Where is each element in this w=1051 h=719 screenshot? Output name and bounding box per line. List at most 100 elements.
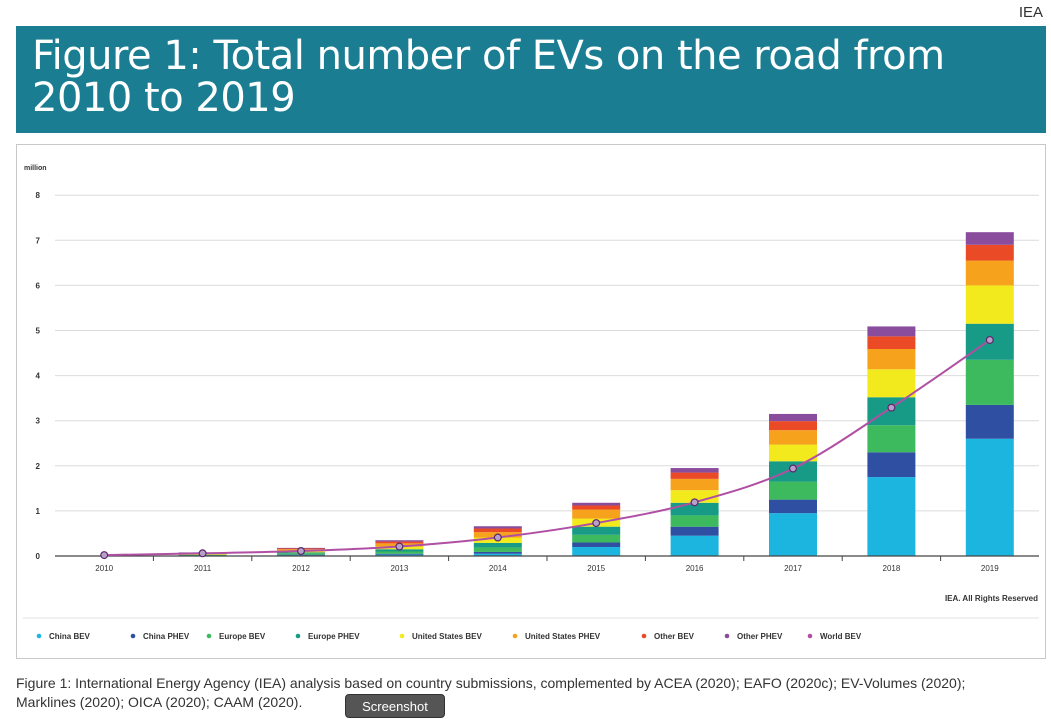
- title-banner: Figure 1: Total number of EVs on the roa…: [16, 26, 1046, 133]
- bar-segment: [867, 348, 916, 370]
- bar-segment: [867, 477, 916, 556]
- bar-segment: [375, 541, 424, 544]
- legend-item-label: World BEV: [820, 632, 862, 641]
- y-tick-label: 0: [36, 552, 41, 561]
- bar-segment: [670, 526, 719, 536]
- bar-segment: [769, 444, 817, 462]
- legend-swatch: [130, 633, 136, 639]
- bar-segment: [572, 502, 621, 506]
- world-bev-point: [395, 542, 404, 551]
- y-tick-label: 6: [36, 281, 41, 290]
- bar-segment: [375, 554, 424, 556]
- figure-title: Figure 1: Total number of EVs on the roa…: [32, 33, 945, 121]
- legend-swatch: [641, 633, 647, 639]
- legend-swatch: [512, 633, 518, 639]
- bar-segment: [867, 336, 916, 349]
- bar-segment: [670, 478, 719, 491]
- x-tick-label: 2013: [391, 564, 409, 573]
- legend: China BEV China PHEV Europe BEV Europe PHEV…: [23, 617, 1039, 641]
- bar-segment: [965, 438, 1014, 556]
- bar-segment: [965, 404, 1014, 439]
- bar-segment: [572, 542, 621, 547]
- world-bev-point: [592, 519, 601, 528]
- x-tick-label: 2012: [292, 564, 310, 573]
- legend-swatch: [807, 633, 813, 639]
- world-bev-point: [788, 464, 797, 473]
- bar-segment: [473, 547, 522, 552]
- gridlines: [55, 194, 1039, 512]
- bar-segment: [769, 430, 817, 445]
- bar-segment: [965, 232, 1014, 245]
- bar-segment: [867, 326, 916, 337]
- x-tick-label: 2011: [194, 564, 212, 573]
- bar-segment: [473, 526, 522, 529]
- chart-credit: IEA. All Rights Reserved: [945, 594, 1038, 603]
- x-tick-label: 2018: [883, 564, 901, 573]
- bar-segment: [670, 468, 719, 473]
- legend-swatch: [206, 633, 212, 639]
- bar-segment: [473, 528, 522, 533]
- corner-label: IEA: [1018, 4, 1043, 21]
- bar-segment: [572, 505, 621, 510]
- bar-segment: [375, 540, 424, 542]
- legend-item-label: Europe PHEV: [308, 632, 360, 641]
- x-tick-label: 2019: [981, 564, 999, 573]
- legend-swatch: [36, 633, 42, 639]
- screenshot-button[interactable]: Screenshot: [345, 694, 445, 718]
- bar-segment: [572, 546, 621, 556]
- legend-swatch: [724, 633, 730, 639]
- y-tick-label: 2: [36, 462, 41, 471]
- world-bev-point: [690, 498, 699, 507]
- bar-segment: [965, 260, 1014, 286]
- figure-caption: Figure 1: International Energy Agency (I…: [16, 675, 966, 710]
- legend-item-label: United States PHEV: [525, 632, 601, 641]
- legend-item-label: China BEV: [49, 632, 91, 641]
- bars: [178, 232, 1014, 557]
- bar-segment: [769, 481, 817, 500]
- bar-segment: [965, 285, 1014, 324]
- bar-segment: [769, 513, 817, 556]
- legend-item-label: Other PHEV: [737, 632, 783, 641]
- world-bev-line: [100, 335, 994, 560]
- x-tick-label: 2015: [587, 564, 605, 573]
- bar-segment: [473, 553, 522, 556]
- y-tick-label: 8: [36, 191, 41, 200]
- bar-segment: [670, 515, 719, 527]
- legend-item-label: Other BEV: [654, 632, 695, 641]
- x-tick-label: 2014: [489, 564, 507, 573]
- world-bev-point: [297, 547, 306, 556]
- legend-item-label: China PHEV: [143, 632, 190, 641]
- x-tick-label: 2016: [686, 564, 704, 573]
- y-tick-label: 4: [36, 372, 41, 381]
- legend-item-label: United States BEV: [412, 632, 482, 641]
- bar-segment: [867, 369, 916, 398]
- world-bev-point: [198, 549, 207, 558]
- bar-segment: [769, 499, 817, 514]
- bar-segment: [375, 551, 424, 554]
- legend-swatch: [295, 633, 301, 639]
- world-bev-line-path: [104, 339, 991, 557]
- bar-segment: [572, 526, 621, 535]
- bar-segment: [670, 535, 719, 556]
- y-axis: 0 1 2 3 4 5 6 7 8: [36, 191, 41, 561]
- legend-swatch: [399, 633, 405, 639]
- bar-segment: [375, 553, 424, 555]
- bar-segment: [769, 421, 817, 431]
- bar-segment: [965, 359, 1014, 405]
- bar-segment: [867, 452, 916, 478]
- legend-item-label: Europe BEV: [219, 632, 266, 641]
- bar-segment: [473, 542, 522, 548]
- world-bev-point: [887, 403, 896, 412]
- y-tick-label: 3: [36, 417, 41, 426]
- y-tick-label: 1: [36, 507, 41, 516]
- world-bev-point: [985, 335, 994, 344]
- bar-segment: [965, 244, 1014, 261]
- x-axis: 2010 2011 2012 2013 2014 2015 2016 2017 2018 2019: [55, 555, 1039, 573]
- world-bev-point: [100, 551, 109, 560]
- y-unit-label: million: [24, 165, 47, 172]
- x-tick-label: 2010: [95, 564, 113, 573]
- bar-segment: [769, 413, 817, 422]
- bar-segment: [572, 509, 621, 519]
